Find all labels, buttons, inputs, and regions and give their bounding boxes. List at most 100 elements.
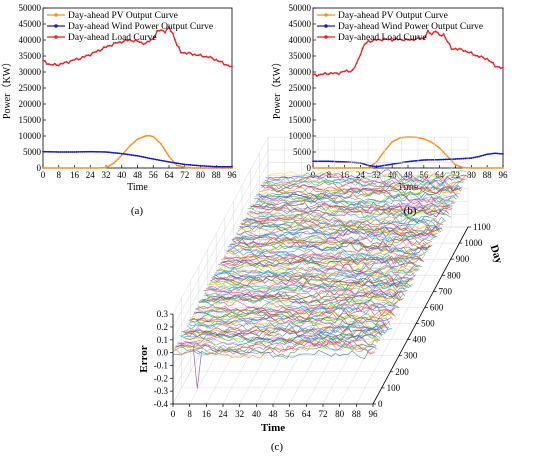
series-point-0 — [458, 165, 461, 168]
series-point-1 — [124, 153, 127, 156]
legend-marker-1 — [324, 24, 328, 28]
series-point-1 — [337, 160, 340, 163]
series-point-1 — [379, 165, 382, 167]
series-point-0 — [99, 167, 101, 169]
series-point-0 — [203, 167, 206, 169]
series-point-1 — [438, 158, 441, 161]
series-point-0 — [377, 158, 380, 161]
series-point-1 — [201, 164, 204, 167]
series-point-2 — [341, 70, 344, 73]
series-point-1 — [314, 160, 316, 163]
error-trace — [239, 220, 441, 236]
series-point-0 — [44, 167, 46, 169]
series-point-2 — [383, 37, 386, 40]
series-point-2 — [331, 72, 334, 75]
series-point-1 — [55, 151, 58, 153]
series-point-1 — [49, 150, 52, 153]
series-point-0 — [75, 167, 78, 169]
series-point-1 — [93, 150, 96, 153]
series-point-2 — [140, 41, 143, 44]
series-point-0 — [114, 160, 117, 163]
series-point-2 — [420, 37, 423, 40]
series-point-2 — [436, 31, 439, 34]
series-point-1 — [422, 159, 425, 161]
series-point-1 — [195, 164, 198, 167]
x-tick-label: 40 — [388, 170, 398, 180]
series-point-2 — [160, 29, 163, 32]
series-point-1 — [193, 164, 196, 167]
series-point-2 — [387, 38, 390, 41]
series-point-2 — [401, 39, 403, 41]
series-point-1 — [128, 153, 131, 156]
series-point-2 — [494, 65, 496, 68]
series-point-1 — [327, 160, 330, 163]
series-point-2 — [377, 38, 380, 41]
y-tick-label: 5000 — [293, 147, 312, 157]
error-trace — [224, 252, 425, 265]
series-point-1 — [97, 150, 100, 153]
x-tick-label: 40 — [117, 170, 127, 180]
series-point-2 — [502, 66, 504, 69]
series-point-0 — [205, 167, 208, 169]
series-point-1 — [452, 158, 455, 161]
series-point-1 — [215, 165, 218, 168]
series-point-1 — [444, 158, 447, 161]
series-point-1 — [105, 151, 107, 153]
series-point-0 — [494, 167, 496, 169]
x-tick-label: 64 — [165, 170, 175, 180]
series-point-0 — [211, 167, 214, 169]
series-point-1 — [446, 158, 449, 161]
series-point-1 — [103, 151, 105, 153]
series-point-1 — [440, 158, 443, 161]
series-point-2 — [428, 32, 431, 35]
series-point-2 — [444, 37, 447, 40]
series-point-1 — [85, 150, 88, 153]
error-trace — [266, 170, 467, 190]
series-point-2 — [393, 38, 396, 41]
series-point-2 — [158, 29, 161, 32]
y-tick-label: 40000 — [289, 35, 312, 45]
series-point-1 — [407, 160, 409, 163]
series-point-1 — [381, 164, 384, 167]
series-point-1 — [365, 163, 368, 166]
series-point-1 — [136, 154, 139, 157]
series-point-2 — [130, 39, 133, 42]
series-point-1 — [430, 158, 433, 161]
series-point-0 — [91, 167, 94, 169]
x-tick-label: 88 — [212, 170, 222, 180]
series-point-0 — [355, 167, 358, 169]
series-point-2 — [197, 54, 200, 57]
series-point-0 — [79, 167, 82, 169]
series-point-1 — [144, 156, 147, 159]
legend-entry-0: Day-ahead PV Output Curve — [338, 11, 448, 21]
error-trace — [245, 214, 446, 227]
series-point-2 — [209, 55, 212, 58]
series-point-0 — [185, 166, 188, 169]
series-point-2 — [116, 41, 119, 44]
series-point-0 — [168, 155, 170, 158]
series-point-0 — [444, 153, 447, 156]
series-point-2 — [118, 40, 121, 43]
series-point-1 — [168, 161, 170, 163]
series-point-0 — [347, 167, 350, 169]
error-trace — [217, 265, 418, 278]
error-trace — [214, 270, 415, 281]
series-point-0 — [482, 167, 485, 169]
series-point-0 — [323, 167, 326, 169]
series-point-0 — [42, 167, 44, 169]
time-tick-label: 0 — [171, 409, 176, 419]
chart-panel-c: 0 8 16 24 32 40 48 56 64 72 80 88 96-0.4-0.3-0.2-0.1… — [138, 136, 505, 434]
series-point-2 — [142, 43, 145, 46]
series-point-2 — [500, 67, 502, 70]
series-point-0 — [140, 136, 143, 139]
series-point-0 — [191, 167, 194, 169]
series-point-0 — [177, 165, 180, 167]
series-point-1 — [158, 159, 161, 162]
series-point-0 — [148, 134, 151, 137]
series-point-2 — [107, 44, 109, 47]
series-point-1 — [181, 163, 184, 166]
series-point-0 — [426, 139, 429, 142]
series-point-1 — [329, 160, 332, 163]
series-point-2 — [361, 47, 364, 50]
series-point-2 — [215, 58, 218, 61]
